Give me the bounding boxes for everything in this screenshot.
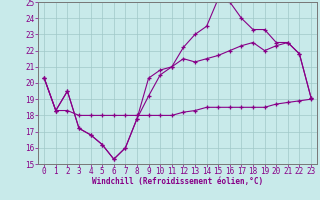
X-axis label: Windchill (Refroidissement éolien,°C): Windchill (Refroidissement éolien,°C): [92, 177, 263, 186]
